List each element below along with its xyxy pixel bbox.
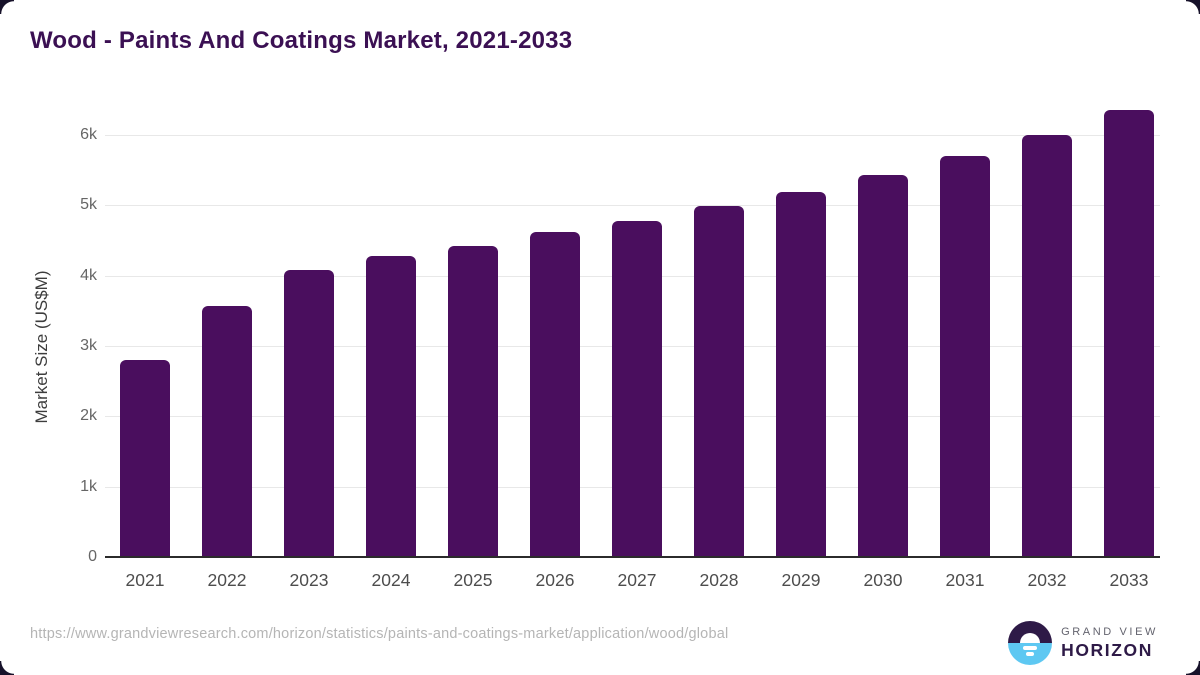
gridline — [105, 135, 1160, 136]
logo-brand-name: GRAND VIEW — [1061, 625, 1158, 638]
bar-2029 — [776, 191, 826, 557]
bar-2024 — [366, 255, 416, 557]
x-tick-label: 2027 — [617, 570, 657, 590]
y-tick-label: 3k — [80, 337, 97, 354]
bar-2032 — [1022, 135, 1072, 557]
x-tick-label: 2028 — [699, 570, 739, 590]
logo-reflection-line — [1023, 646, 1038, 650]
x-tick-label: 2023 — [289, 570, 329, 590]
bar-2028 — [694, 206, 744, 557]
brand-logo: GRAND VIEW HORIZON — [1008, 620, 1158, 666]
logo-sun-shape — [1020, 633, 1041, 643]
bar-2027 — [612, 220, 662, 557]
bar-2022 — [202, 305, 252, 557]
x-tick-label: 2032 — [1027, 570, 1067, 590]
y-tick-label: 6k — [80, 126, 97, 143]
logo-reflection-line — [1026, 652, 1035, 656]
x-tick-label: 2021 — [125, 570, 165, 590]
logo-product-name: HORIZON — [1061, 639, 1153, 660]
y-tick-label: 0 — [88, 548, 97, 565]
bar-2026 — [530, 232, 580, 557]
bar-2031 — [940, 156, 990, 557]
corner-border-fragment — [0, 0, 14, 14]
bar-2030 — [858, 175, 908, 557]
x-tick-label: 2033 — [1109, 570, 1149, 590]
x-axis-line — [105, 556, 1160, 558]
y-tick-label: 4k — [80, 266, 97, 284]
gridline — [105, 205, 1160, 207]
chart-title: Wood - Paints And Coatings Market, 2021-… — [30, 27, 573, 54]
horizon-sun-logo-icon — [1008, 621, 1053, 665]
y-tick-label: 2k — [80, 407, 97, 425]
bar-2023 — [284, 270, 334, 557]
corner-border-fragment — [0, 661, 14, 675]
x-tick-label: 2029 — [781, 570, 821, 590]
bar-2033 — [1104, 110, 1154, 557]
x-tick-label: 2030 — [863, 570, 903, 590]
logo-text: GRAND VIEW HORIZON — [1061, 626, 1158, 661]
y-tick-label: 1k — [80, 477, 97, 495]
source-url: https://www.grandviewresearch.com/horizo… — [30, 626, 729, 642]
x-tick-label: 2031 — [945, 570, 985, 590]
corner-border-fragment — [1186, 661, 1200, 675]
x-tick-label: 2022 — [207, 570, 247, 590]
bar-2025 — [448, 246, 498, 557]
x-tick-label: 2024 — [371, 570, 411, 590]
corner-border-fragment — [1186, 0, 1200, 14]
y-tick-label: 5k — [80, 196, 97, 214]
x-tick-label: 2026 — [535, 570, 575, 590]
x-tick-label: 2025 — [453, 570, 493, 590]
bar-2021 — [120, 360, 170, 557]
